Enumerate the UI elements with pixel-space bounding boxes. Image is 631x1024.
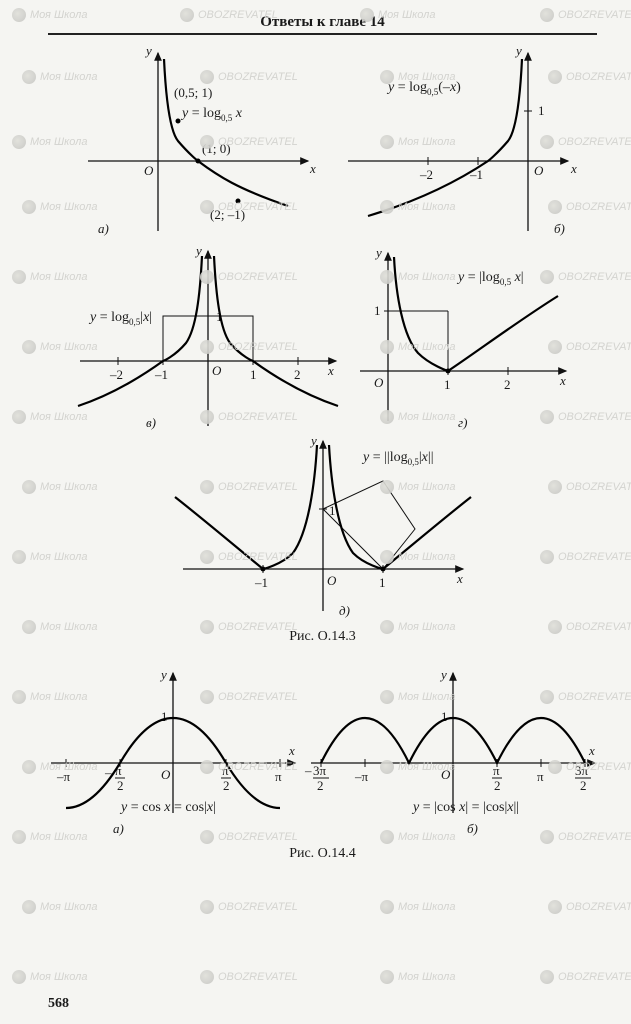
svg-text:O: O	[161, 767, 171, 782]
svg-text:(1; 0): (1; 0)	[202, 141, 231, 156]
fig2-panel-b: x y O 1 – 3π 2 –π π 2	[303, 663, 603, 838]
svg-text:–π: –π	[354, 769, 369, 784]
svg-text:x: x	[456, 571, 463, 586]
svg-text:y: y	[159, 667, 167, 682]
svg-text:O: O	[144, 163, 154, 178]
svg-text:2: 2	[294, 367, 301, 382]
svg-text:–2: –2	[109, 367, 123, 382]
svg-text:1: 1	[444, 377, 451, 392]
svg-text:1: 1	[161, 709, 168, 724]
svg-text:б): б)	[554, 221, 565, 236]
svg-text:1: 1	[379, 575, 386, 590]
fig2-panel-a: x y O 1 –π – π 2 π 2	[43, 663, 303, 838]
svg-text:–π: –π	[56, 769, 71, 784]
svg-text:x: x	[288, 743, 295, 758]
svg-text:y: y	[309, 433, 317, 448]
svg-text:y = log0,5|x|: y = log0,5|x|	[88, 310, 152, 327]
svg-text:π: π	[537, 769, 544, 784]
svg-text:y = log0,5 x: y = log0,5 x	[180, 106, 243, 123]
svg-text:y = ||log0,5|x||: y = ||log0,5|x||	[361, 450, 434, 467]
fig2-row: x y O 1 –π – π 2 π 2	[48, 663, 597, 838]
svg-text:y = |log0,5 x|: y = |log0,5 x|	[456, 270, 524, 287]
svg-text:x: x	[570, 161, 577, 176]
svg-text:2: 2	[580, 778, 587, 793]
svg-text:π: π	[493, 763, 500, 778]
svg-text:O: O	[534, 163, 544, 178]
fig1-panel-g: x y O 1 2 1 y = |log0,5 x| г)	[348, 241, 578, 431]
svg-text:3π: 3π	[575, 763, 589, 778]
svg-text:x: x	[309, 161, 316, 176]
svg-text:1: 1	[250, 367, 257, 382]
fig1-panel-b: x y O –2 –1 1 y = log0,5(–x) б)	[328, 41, 588, 241]
fig1-row2: x y O –2 –1 1 2 1 y = log0,5	[48, 241, 597, 431]
svg-text:y: y	[374, 245, 382, 260]
svg-text:–1: –1	[154, 367, 168, 382]
svg-text:1: 1	[374, 303, 381, 318]
svg-text:а): а)	[98, 221, 109, 236]
fig1-row1: x y O (0,5; 1) (1; 0) (2; –1) y = log0,5…	[48, 41, 597, 241]
page-header: Ответы к главе 14	[48, 14, 597, 35]
svg-text:–1: –1	[254, 575, 268, 590]
svg-text:3π: 3π	[313, 763, 327, 778]
fig1-panel-a: x y O (0,5; 1) (1; 0) (2; –1) y = log0,5…	[58, 41, 328, 241]
page-title: Ответы к главе 14	[260, 14, 385, 30]
svg-text:y = cos x = cos|x|: y = cos x = cos|x|	[119, 800, 216, 815]
svg-text:y: y	[439, 667, 447, 682]
svg-text:2: 2	[223, 778, 230, 793]
svg-text:д): д)	[339, 603, 350, 618]
svg-text:x: x	[559, 373, 566, 388]
page: Ответы к главе 14 x y O	[0, 0, 631, 1024]
svg-text:в): в)	[146, 415, 156, 430]
svg-text:π: π	[275, 769, 282, 784]
svg-text:2: 2	[317, 778, 324, 793]
svg-text:y: y	[144, 43, 152, 58]
svg-text:O: O	[327, 573, 337, 588]
svg-text:2: 2	[117, 778, 124, 793]
svg-text:(2; –1): (2; –1)	[210, 207, 245, 222]
svg-text:y: y	[194, 243, 202, 258]
svg-text:x: x	[588, 743, 595, 758]
svg-text:y: y	[514, 43, 522, 58]
svg-text:x: x	[327, 363, 334, 378]
fig1-panel-v: x y O –2 –1 1 2 1 y = log0,5	[68, 241, 348, 431]
svg-text:(0,5; 1): (0,5; 1)	[174, 85, 212, 100]
fig1-panel-d: x y O –1 1 1 y = ||log0,5|x|| д)	[163, 431, 483, 621]
page-number: 568	[48, 996, 69, 1012]
svg-text:O: O	[374, 375, 384, 390]
svg-text:y = |cos x| = |cos|x||: y = |cos x| = |cos|x||	[411, 800, 519, 815]
fig1-caption: Рис. О.14.3	[48, 629, 597, 645]
svg-text:2: 2	[494, 778, 501, 793]
fig2-caption: Рис. О.14.4	[48, 846, 597, 862]
fig1-row3: x y O –1 1 1 y = ||log0,5|x|| д)	[48, 431, 597, 621]
svg-text:–2: –2	[419, 167, 433, 182]
svg-text:–: –	[304, 763, 312, 778]
svg-text:O: O	[441, 767, 451, 782]
svg-text:O: O	[212, 363, 222, 378]
svg-text:y = log0,5(–x): y = log0,5(–x)	[386, 80, 461, 97]
svg-text:а): а)	[113, 821, 124, 836]
svg-text:1: 1	[538, 103, 545, 118]
svg-text:б): б)	[467, 821, 478, 836]
svg-text:2: 2	[504, 377, 511, 392]
svg-text:г): г)	[458, 415, 467, 430]
